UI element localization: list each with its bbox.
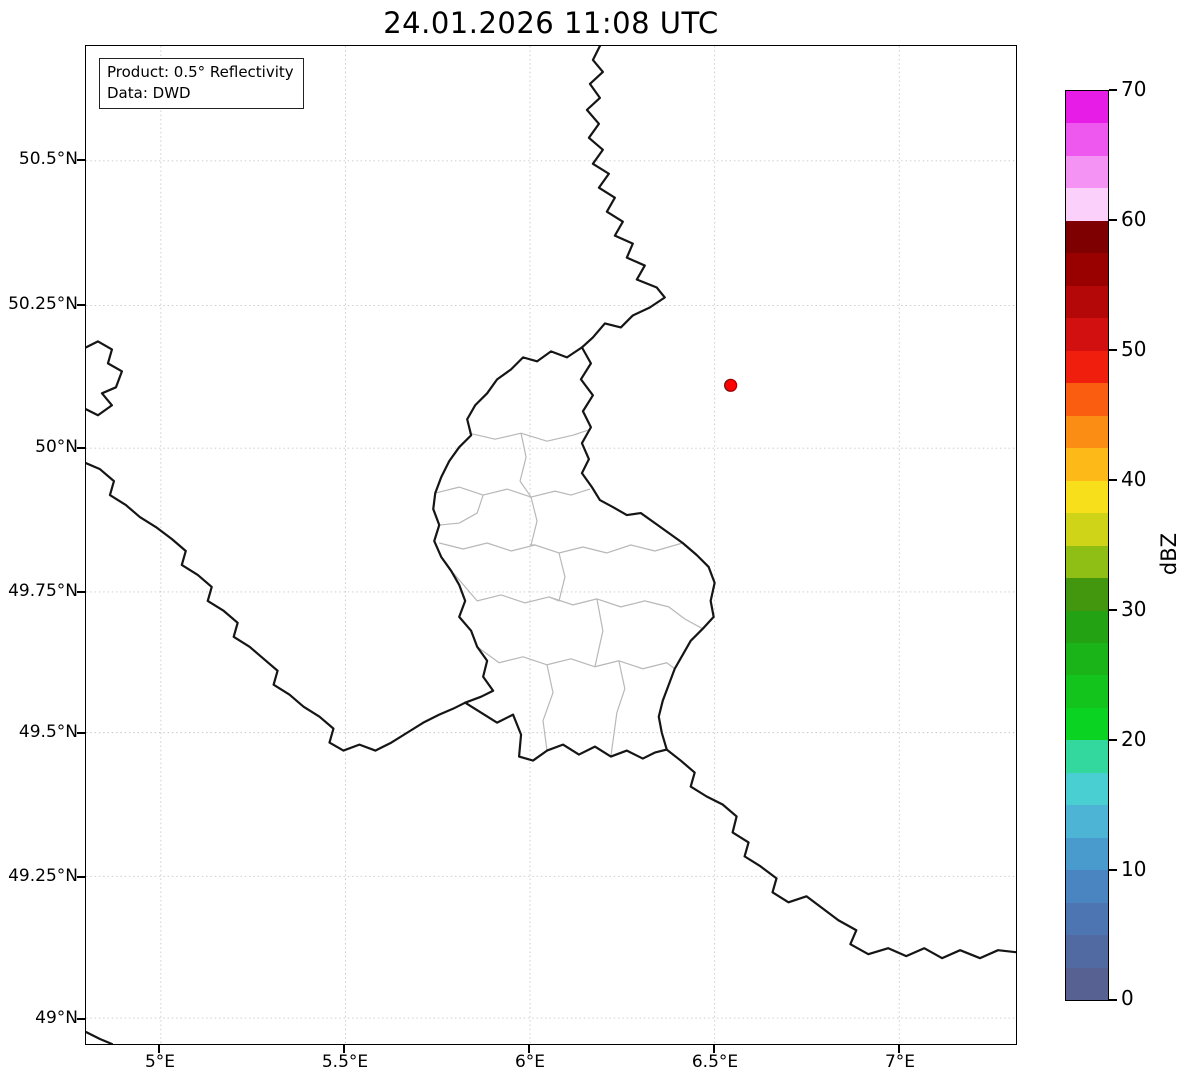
x-axis-tick: [158, 1045, 160, 1053]
colorbar-band: [1066, 123, 1108, 156]
colorbar-band: [1066, 350, 1108, 384]
colorbar-band: [1066, 448, 1108, 481]
x-tick-label: 7°E: [884, 1052, 916, 1072]
colorbar-band: [1066, 155, 1108, 189]
plot-title: 24.01.2026 11:08 UTC: [383, 6, 719, 40]
colorbar-tick: [1109, 869, 1117, 871]
y-tick-label: 50.25°N: [8, 294, 78, 314]
colorbar-band: [1066, 642, 1108, 676]
colorbar-band: [1066, 578, 1108, 611]
product-info-box: Product: 0.5° Reflectivity Data: DWD: [99, 58, 304, 110]
colorbar-band: [1066, 837, 1108, 871]
y-axis-tick: [77, 1018, 85, 1020]
colorbar-band: [1066, 480, 1108, 514]
colorbar-tick: [1109, 999, 1117, 1001]
x-tick-label: 5°E: [144, 1052, 176, 1072]
y-axis-tick: [77, 304, 85, 306]
colorbar-tick: [1109, 349, 1117, 351]
x-axis-tick: [898, 1045, 900, 1053]
colorbar-tick: [1109, 89, 1117, 91]
colorbar-band: [1066, 318, 1108, 351]
x-axis-tick: [713, 1045, 715, 1053]
colorbar-band: [1066, 220, 1108, 254]
map-plot-area: Product: 0.5° Reflectivity Data: DWD: [85, 45, 1017, 1045]
y-tick-label: 50°N: [35, 437, 78, 457]
y-tick-label: 49.5°N: [18, 722, 78, 742]
border-givet-salient: [86, 340, 124, 417]
data-source-line: Data: DWD: [107, 83, 191, 102]
colorbar-tick-label: 40: [1121, 467, 1147, 491]
border-france-germany: [665, 748, 1016, 960]
colorbar-tick-label: 60: [1121, 207, 1147, 231]
border-france-luxembourg: [464, 701, 668, 762]
colorbar-tick-label: 70: [1121, 77, 1147, 101]
colorbar-band: [1066, 772, 1108, 806]
border-fragment-corner: [86, 1030, 114, 1044]
colorbar-band: [1066, 383, 1108, 416]
y-tick-label: 50.5°N: [18, 149, 78, 169]
map-canvas: [86, 46, 1016, 1044]
colorbar-band: [1066, 707, 1108, 741]
colorbar-tick: [1109, 219, 1117, 221]
border-belgium-germany: [580, 46, 666, 349]
x-tick-label: 5.5°E: [321, 1052, 369, 1072]
colorbar-tick: [1109, 479, 1117, 481]
colorbar-band: [1066, 967, 1108, 1001]
y-axis-tick: [77, 876, 85, 878]
y-axis-tick: [77, 591, 85, 593]
colorbar-tick-label: 20: [1121, 727, 1147, 751]
colorbar-tick-label: 50: [1121, 337, 1147, 361]
national-borders: [86, 46, 1016, 1044]
x-axis-tick: [343, 1045, 345, 1053]
x-tick-label: 6°E: [514, 1052, 546, 1072]
x-axis-tick: [528, 1045, 530, 1053]
regional-borders: [435, 428, 703, 757]
colorbar-band: [1066, 935, 1108, 968]
colorbar-axis-label: dBZ: [1157, 532, 1181, 576]
colorbar-band: [1066, 805, 1108, 838]
border-luxembourg-germany: [579, 346, 716, 751]
x-tick-label: 6.5°E: [691, 1052, 739, 1072]
y-tick-label: 49.25°N: [8, 866, 78, 886]
y-axis-tick: [77, 447, 85, 449]
colorbar-tick: [1109, 609, 1117, 611]
colorbar-band: [1066, 285, 1108, 319]
colorbar-gradient: [1066, 91, 1108, 1001]
colorbar-band: [1066, 675, 1108, 708]
colorbar-band: [1066, 610, 1108, 643]
colorbar-band: [1066, 415, 1108, 449]
y-axis-tick: [77, 159, 85, 161]
radar-site-marker: [724, 378, 738, 392]
colorbar: [1065, 90, 1109, 1001]
colorbar-band: [1066, 902, 1108, 936]
y-tick-label: 49.75°N: [8, 581, 78, 601]
y-axis-tick: [77, 732, 85, 734]
product-info-line: Product: 0.5° Reflectivity: [107, 63, 294, 81]
colorbar-tick-label: 10: [1121, 857, 1147, 881]
grid-lines: [86, 46, 1016, 1044]
colorbar-band: [1066, 513, 1108, 546]
colorbar-band: [1066, 740, 1108, 773]
y-tick-label: 49°N: [35, 1008, 78, 1028]
colorbar-band: [1066, 870, 1108, 903]
colorbar-tick-label: 30: [1121, 597, 1147, 621]
colorbar-band: [1066, 545, 1108, 579]
colorbar-tick-label: 0: [1121, 986, 1134, 1010]
border-france-belgium: [86, 462, 467, 752]
colorbar-band: [1066, 91, 1108, 124]
border-belgium-luxembourg: [432, 346, 584, 704]
colorbar-band: [1066, 188, 1108, 221]
colorbar-band: [1066, 253, 1108, 286]
colorbar-tick: [1109, 739, 1117, 741]
